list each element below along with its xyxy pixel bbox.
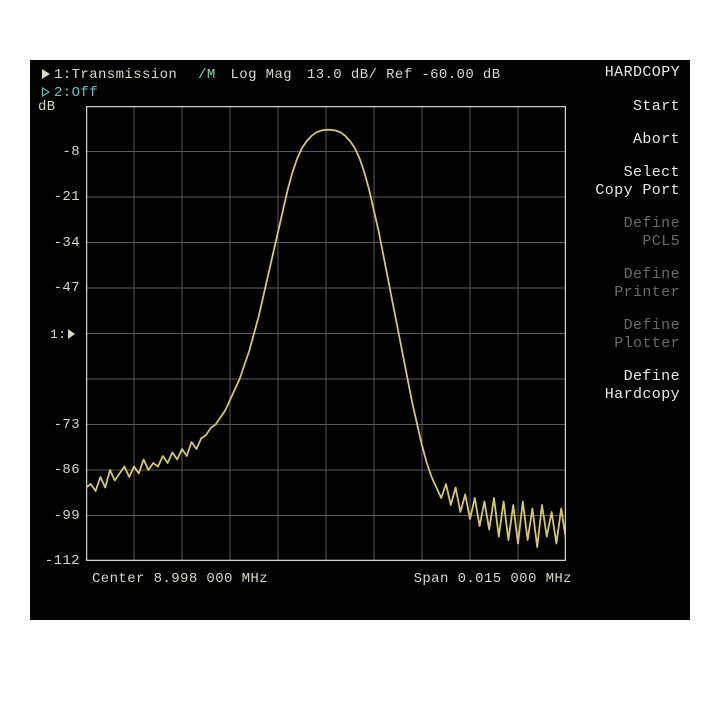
softkey-7[interactable]: DefineHardcopy <box>576 368 680 419</box>
y-tick-label: -47 <box>54 281 80 295</box>
softkey-label: Define <box>576 368 680 386</box>
y-tick-label: -73 <box>54 418 80 432</box>
trace1-format: Log Mag <box>230 67 292 83</box>
y-tick-label: -8 <box>62 145 80 159</box>
trace1-label: 1:Transmission <box>54 67 177 83</box>
center-freq: Center 8.998 000 MHz <box>92 571 268 587</box>
menu-title: HARDCOPY <box>576 64 680 98</box>
softkey-label: Start <box>576 98 680 116</box>
trace1-mode: /M <box>198 67 216 83</box>
trace-plot <box>86 106 566 561</box>
softkey-2[interactable]: Abort <box>576 131 680 164</box>
softkey-label: Define <box>576 266 680 284</box>
ref-marker-icon <box>68 329 75 339</box>
y-tick-label: -112 <box>45 554 80 568</box>
softkey-4: DefinePCL5 <box>576 215 680 266</box>
softkey-3[interactable]: SelectCopy Port <box>576 164 680 215</box>
softkey-label: Plotter <box>576 335 680 353</box>
softkey-menu: HARDCOPY StartAbortSelectCopy PortDefine… <box>576 60 686 620</box>
softkey-label: PCL5 <box>576 233 680 251</box>
window: 1:Transmission /M Log Mag 13.0 dB/ Ref -… <box>0 0 720 720</box>
trace-header: 1:Transmission /M Log Mag 13.0 dB/ Ref -… <box>42 66 570 102</box>
reference-indicator: 1: <box>50 327 75 342</box>
trace1-scale: 13.0 dB/ Ref -60.00 dB <box>307 67 501 83</box>
softkey-label: Hardcopy <box>576 386 680 404</box>
softkey-label: Define <box>576 215 680 233</box>
y-tick-label: -99 <box>54 509 80 523</box>
trace2-icon <box>42 87 50 97</box>
softkey-label: Abort <box>576 131 680 149</box>
y-tick-label: -21 <box>54 190 80 204</box>
softkey-label: Printer <box>576 284 680 302</box>
softkey-label: Define <box>576 317 680 335</box>
trace1-active-icon <box>42 69 50 79</box>
plot-footer: Center 8.998 000 MHz Span 0.015 000 MHz <box>86 571 578 587</box>
softkey-5: DefinePrinter <box>576 266 680 317</box>
span-freq: Span 0.015 000 MHz <box>414 571 572 587</box>
y-tick-label: -86 <box>54 463 80 477</box>
analyzer-screen: 1:Transmission /M Log Mag 13.0 dB/ Ref -… <box>30 60 690 620</box>
softkey-6: DefinePlotter <box>576 317 680 368</box>
y-tick-label: -34 <box>54 236 80 250</box>
trace2-label: 2:Off <box>54 85 98 101</box>
softkey-label: Copy Port <box>576 182 680 200</box>
softkey-label: Select <box>576 164 680 182</box>
softkey-1[interactable]: Start <box>576 98 680 131</box>
